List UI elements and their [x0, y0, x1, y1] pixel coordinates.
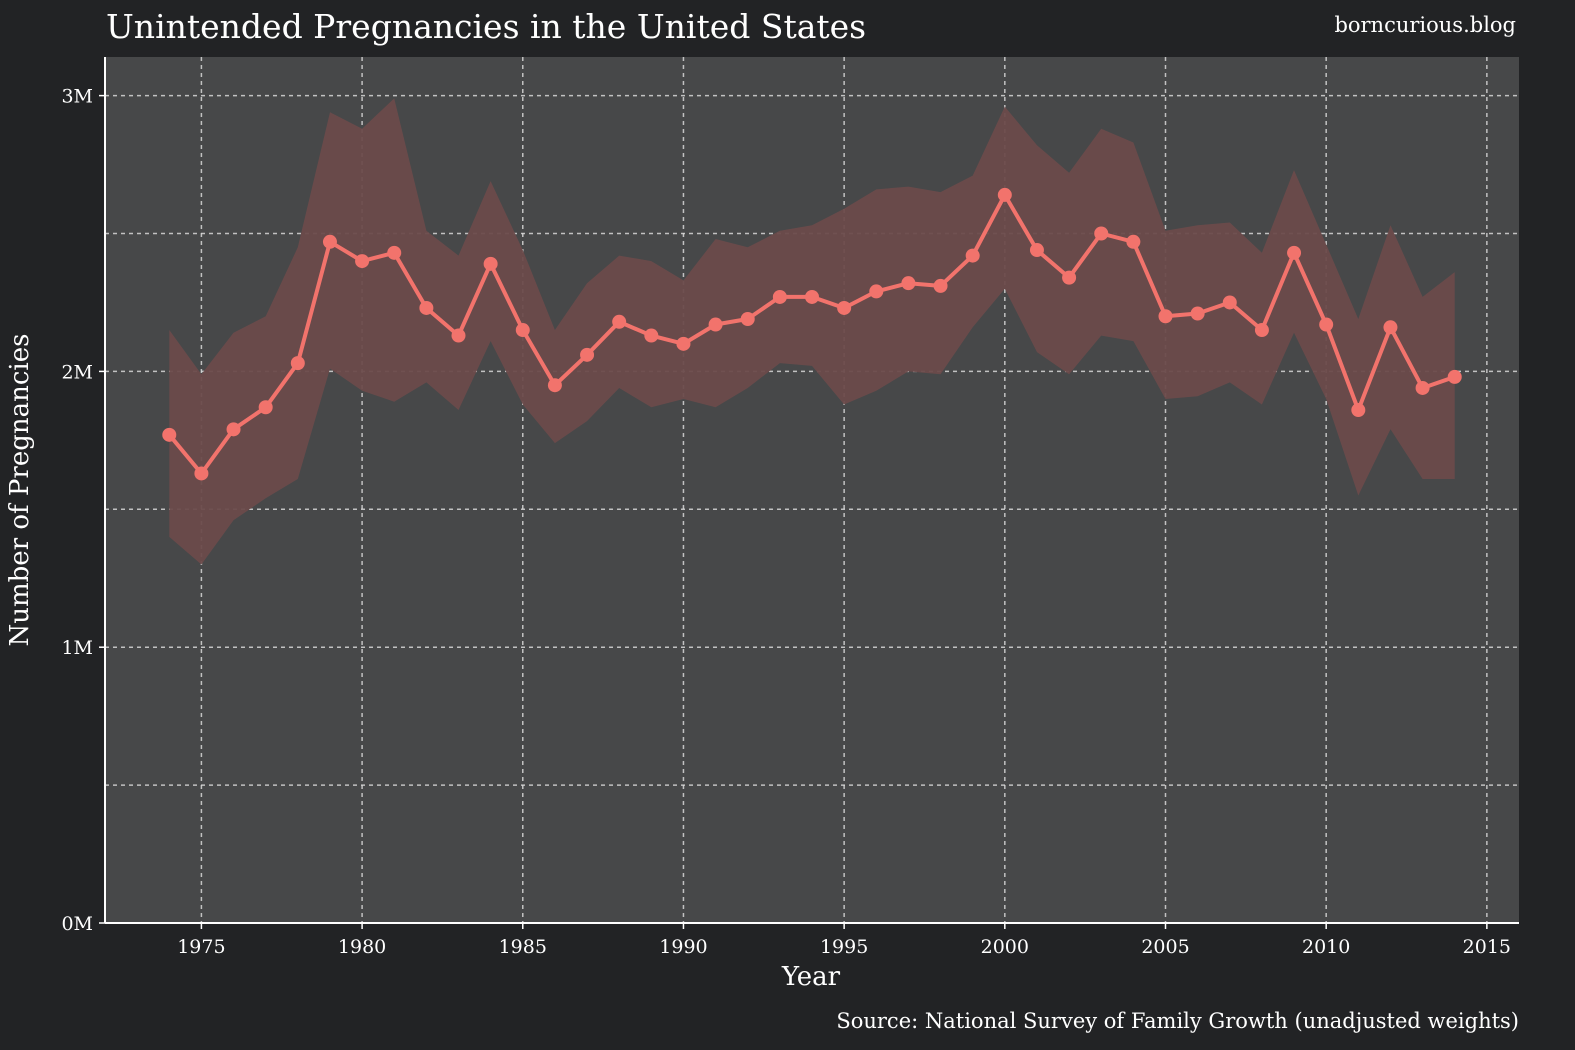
- data-point: [258, 400, 273, 415]
- x-tick-label: 2010: [1302, 936, 1350, 958]
- data-point: [355, 254, 370, 269]
- axes: [104, 57, 1519, 924]
- data-point: [1254, 323, 1269, 338]
- x-tick-label: 1985: [499, 936, 547, 958]
- tick-labels: 1975 1980 1985 1990 1995 2000 2005 2010 2015 0M 1M…: [61, 86, 1511, 958]
- data-point: [708, 317, 723, 332]
- x-tick-label: 2015: [1463, 936, 1511, 958]
- data-point: [580, 347, 595, 362]
- data-point: [547, 378, 562, 393]
- data-point: [612, 314, 627, 329]
- data-point: [1029, 243, 1044, 258]
- branding-label: borncurious.blog: [1334, 13, 1516, 37]
- data-point: [837, 300, 852, 315]
- data-point: [1062, 270, 1077, 285]
- data-point: [869, 284, 884, 299]
- x-tick-label: 1980: [338, 936, 386, 958]
- y-axis-label: Number of Pregnancies: [5, 334, 35, 647]
- x-tick-label: 1995: [820, 936, 868, 958]
- data-point: [1319, 317, 1334, 332]
- x-axis-label: Year: [781, 962, 841, 992]
- data-point: [162, 427, 177, 442]
- data-point: [997, 187, 1012, 202]
- x-tick-label: 2000: [981, 936, 1029, 958]
- data-point: [772, 289, 787, 304]
- data-point: [1158, 309, 1173, 324]
- x-tick-label: 1975: [177, 936, 225, 958]
- data-point: [483, 256, 498, 271]
- data-point: [644, 328, 659, 343]
- data-point: [387, 245, 402, 260]
- data-point: [194, 466, 209, 481]
- data-point: [1190, 306, 1205, 321]
- data-point: [805, 289, 819, 304]
- data-point: [322, 234, 337, 249]
- data-point: [515, 323, 530, 338]
- chart-title: Unintended Pregnancies in the United Sta…: [106, 7, 866, 46]
- data-point: [1287, 245, 1302, 260]
- x-tick-label: 2005: [1141, 936, 1189, 958]
- data-point: [290, 356, 305, 371]
- y-tick-label: 1M: [61, 637, 93, 659]
- y-tick-label: 0M: [61, 913, 93, 935]
- data-point: [901, 276, 916, 291]
- confidence-band-area: [169, 98, 1455, 565]
- source-note: Source: National Survey of Family Growth…: [836, 1009, 1519, 1033]
- data-point: [1415, 380, 1430, 395]
- y-tick-label: 3M: [61, 86, 93, 108]
- x-tick-label: 1990: [659, 936, 707, 958]
- data-point: [740, 312, 755, 327]
- data-point: [419, 300, 434, 315]
- data-point: [933, 278, 948, 293]
- data-point: [1351, 403, 1366, 418]
- y-tick-label: 2M: [61, 361, 93, 383]
- data-point: [1222, 295, 1237, 310]
- data-point: [965, 248, 980, 263]
- data-point: [451, 328, 466, 343]
- data-point: [1383, 320, 1398, 335]
- data-point: [1094, 226, 1109, 241]
- data-point: [226, 422, 241, 437]
- data-point: [1447, 369, 1462, 384]
- series-line: [162, 187, 1462, 481]
- confidence-band: [169, 98, 1455, 565]
- data-point: [1126, 234, 1141, 249]
- data-point: [676, 336, 691, 351]
